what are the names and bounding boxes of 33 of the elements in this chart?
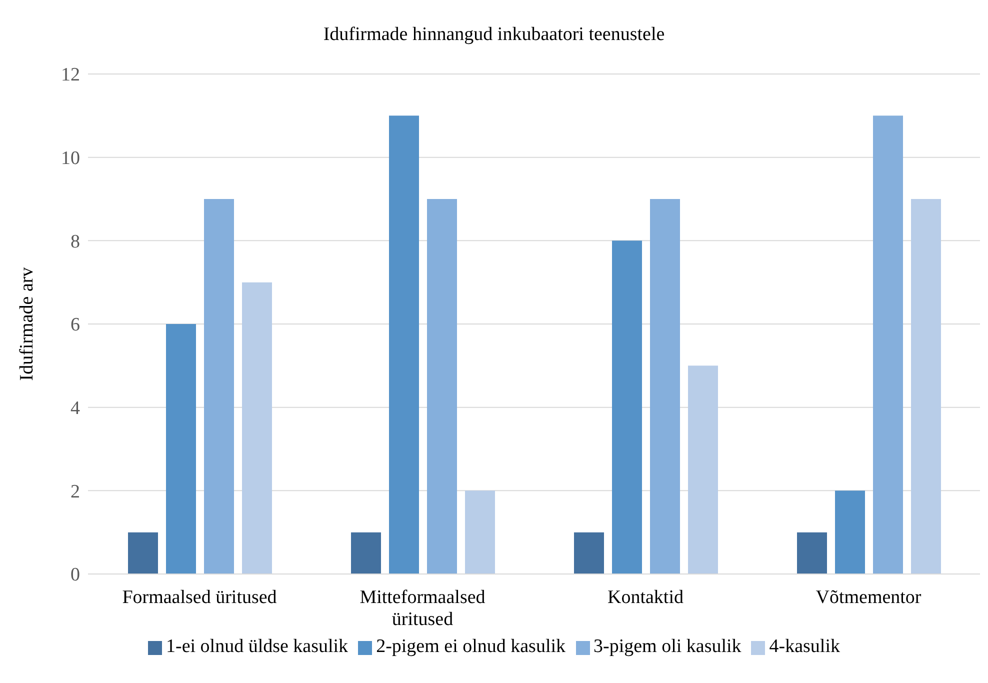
bar (873, 116, 903, 574)
bar (128, 532, 158, 574)
legend-label: 4-kasulik (769, 636, 840, 657)
legend-label: 3-pigem oli kasulik (594, 636, 742, 657)
bar (650, 199, 680, 574)
y-tick-label: 6 (70, 314, 80, 336)
bar (835, 490, 865, 574)
bar (389, 116, 419, 574)
y-axis-title: Idufirmade arv (16, 266, 38, 381)
legend-label: 1-ei olnud üldse kasulik (166, 636, 348, 657)
bar (797, 532, 827, 574)
x-tick-label: Võtmementor (816, 587, 922, 608)
y-tick-label: 8 (70, 231, 80, 252)
chart-title: Idufirmade hinnangud inkubaatori teenustele (322, 23, 666, 47)
bar (612, 240, 642, 574)
bar (242, 282, 272, 574)
x-tick-label: Formaalsed üritused (122, 587, 278, 608)
bar (427, 199, 457, 574)
y-tick-label: 0 (70, 564, 80, 586)
bar (351, 532, 381, 574)
y-tick-label: 4 (70, 398, 80, 420)
bar (166, 324, 196, 574)
bar (465, 490, 495, 574)
bar (688, 366, 718, 574)
x-tick-label: Kontaktid (608, 587, 684, 608)
bar (574, 532, 604, 574)
y-tick-label: 12 (61, 64, 80, 86)
x-tick-label: Mitteformaalsed üritused (360, 587, 486, 630)
bar (204, 199, 234, 574)
y-tick-label: 2 (70, 481, 80, 502)
legend-label: 2-pigem ei olnud kasulik (376, 636, 566, 657)
bar (911, 199, 941, 574)
y-tick-label: 10 (61, 148, 80, 170)
